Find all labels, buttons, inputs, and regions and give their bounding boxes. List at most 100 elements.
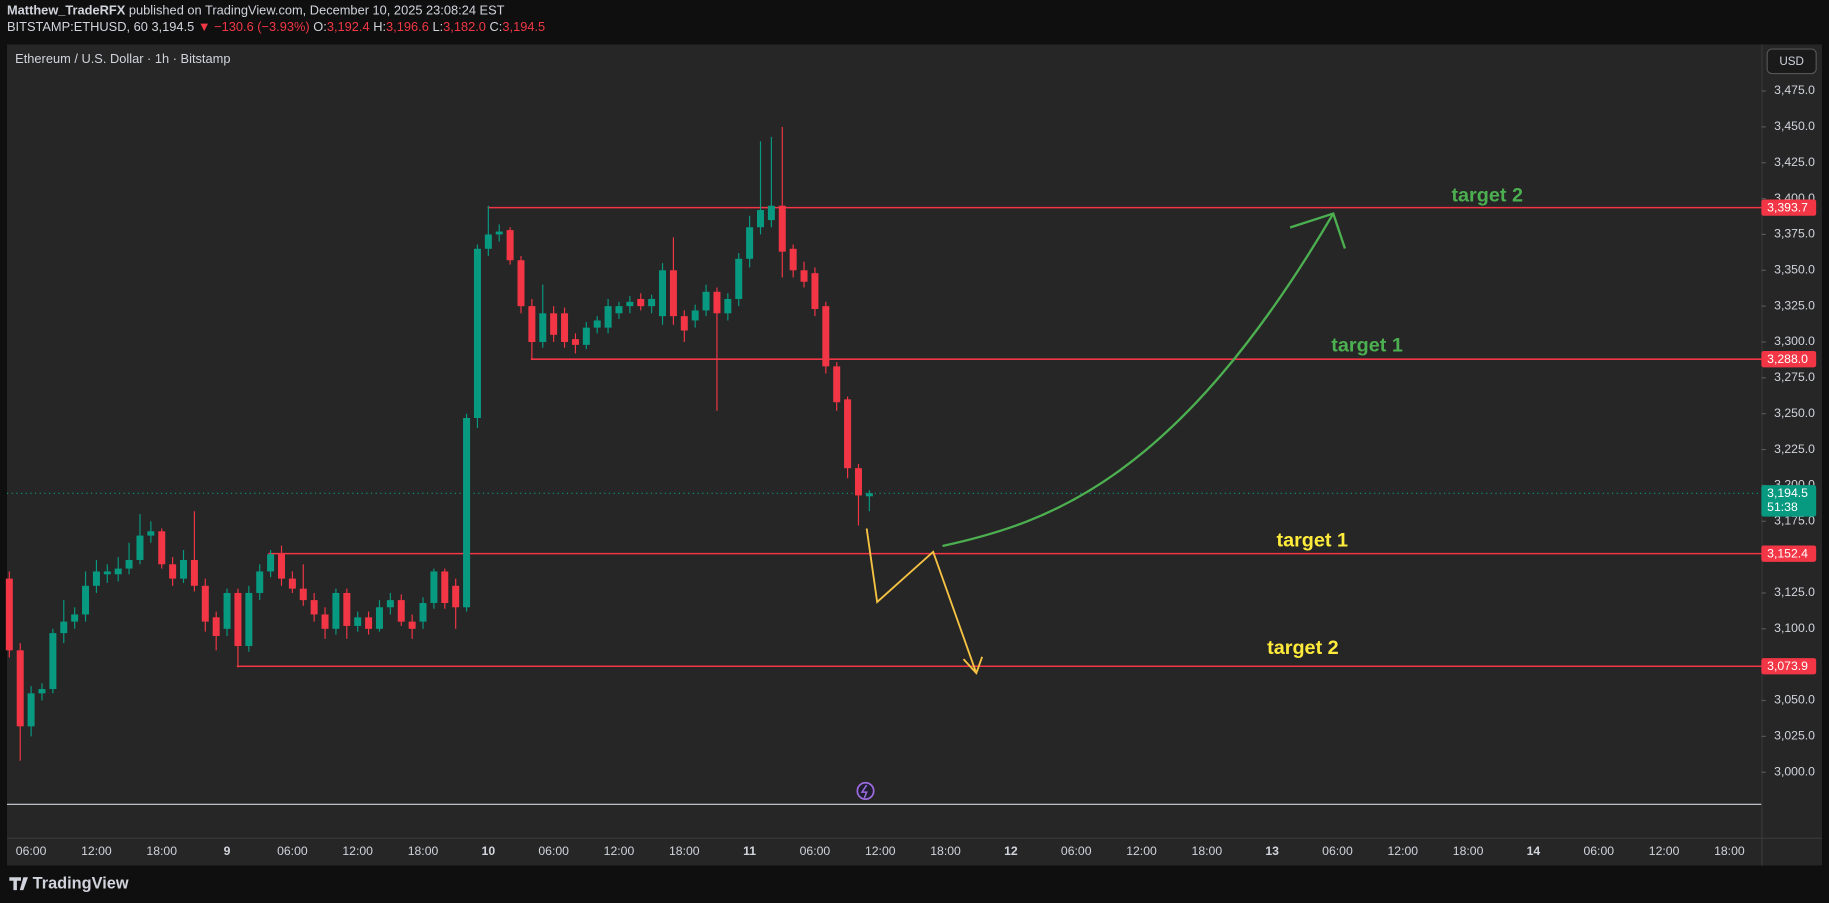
currency-label[interactable]: USD	[1779, 55, 1804, 68]
x-tick-label: 12	[1004, 844, 1018, 858]
candle-body	[375, 607, 383, 629]
events-icon[interactable]	[856, 781, 875, 800]
candle-body	[190, 559, 198, 586]
y-tick-label: 3,025.0	[1774, 729, 1815, 743]
candle-body	[430, 571, 438, 603]
candle-body	[680, 316, 688, 331]
y-tick-label: 3,475.0	[1774, 83, 1815, 97]
y-tick-label: 3,225.0	[1774, 442, 1815, 456]
x-tick-label: 12:00	[865, 844, 896, 858]
candle-body	[735, 258, 743, 299]
currency-button[interactable]	[1766, 48, 1817, 75]
candle-body	[299, 588, 307, 601]
candle-body	[550, 313, 558, 335]
candle-body	[811, 273, 819, 310]
y-tick-label: 3,375.0	[1774, 227, 1815, 241]
x-tick-label: 12:00	[1387, 844, 1418, 858]
candle-body	[767, 205, 775, 221]
candle-body	[539, 313, 547, 342]
level-tag-label: 3,288.0	[1767, 352, 1808, 366]
x-tick-label: 14	[1527, 844, 1541, 858]
x-tick-label: 18:00	[1714, 844, 1745, 858]
footer	[0, 865, 1829, 903]
candle-body	[626, 301, 634, 307]
candle-body	[147, 531, 155, 536]
candle-body	[833, 366, 841, 403]
candle-body	[691, 310, 699, 321]
x-tick-label: 06:00	[1583, 844, 1614, 858]
o-key: O:	[313, 19, 327, 34]
x-tick-label: 12:00	[342, 844, 373, 858]
candle-body	[38, 689, 46, 694]
candle-body	[452, 585, 460, 608]
annotation: target 1	[1331, 335, 1403, 357]
candle-body	[495, 231, 503, 235]
x-tick-label: 10	[482, 844, 496, 858]
x-tick-label: 12:00	[81, 844, 112, 858]
y-tick-label: 3,250.0	[1774, 406, 1815, 420]
candle-body	[604, 306, 612, 328]
candle-body	[593, 320, 601, 328]
candle-body	[310, 600, 318, 615]
candle-body	[180, 559, 188, 579]
pane-bottom	[6, 803, 1762, 838]
candle-body	[397, 600, 405, 622]
candle-body	[746, 227, 754, 259]
candle-body	[60, 621, 68, 634]
candle-body	[582, 327, 590, 345]
candle-body	[648, 298, 656, 307]
candle-body	[561, 313, 569, 342]
candle-body	[571, 339, 579, 345]
candle-body	[234, 592, 242, 647]
candle-body	[789, 248, 797, 271]
y-tick-label: 3,125.0	[1774, 585, 1815, 599]
annotation: target 2	[1267, 637, 1339, 659]
x-tick-label: 9	[224, 844, 231, 858]
candle-body	[854, 468, 862, 496]
annotation: target 2	[1451, 184, 1523, 206]
candle-body	[441, 571, 449, 603]
x-tick-label: 06:00	[277, 844, 308, 858]
candle-body	[822, 306, 830, 367]
y-tick-label: 3,000.0	[1774, 764, 1815, 778]
candle-body	[506, 230, 514, 261]
x-tick-label: 18:00	[669, 844, 700, 858]
green-arrow	[942, 212, 1335, 548]
x-tick-label: 06:00	[1322, 844, 1353, 858]
level-tag-label: 3,073.9	[1767, 659, 1808, 673]
level-tag	[1761, 658, 1817, 675]
candle-body	[158, 531, 166, 565]
y-tick-label: 3,425.0	[1774, 155, 1815, 169]
candle-body	[419, 602, 427, 622]
brand: TradingView	[33, 875, 129, 893]
y-tick-label: 3,050.0	[1774, 693, 1815, 707]
candle-body	[659, 270, 667, 317]
h-key: H:	[373, 19, 386, 34]
plot	[5, 126, 1762, 761]
green-arrowhead	[1289, 212, 1347, 249]
level-tag-label: 3,393.7	[1767, 200, 1808, 214]
candle-body	[223, 592, 231, 629]
x-tick-label: 06:00	[16, 844, 47, 858]
candle-body	[724, 298, 732, 314]
candle-body	[669, 270, 677, 317]
candle-body	[408, 621, 416, 629]
chart-title: Ethereum / U.S. Dollar · 1h · Bitstamp	[15, 51, 230, 66]
x-tick-label: 18:00	[146, 844, 177, 858]
l-key: L:	[432, 19, 443, 34]
candle-body	[365, 617, 373, 629]
candle-body	[277, 554, 285, 579]
last-price-tag	[1761, 485, 1817, 517]
y-tick-label: 3,300.0	[1774, 334, 1815, 348]
level-tag	[1761, 545, 1817, 562]
chart-pane	[6, 44, 1762, 838]
candle-body	[800, 270, 808, 282]
h-value: 3,196.6	[386, 19, 429, 34]
author: Matthew_TradeRFX	[7, 3, 126, 18]
symbol: BITSTAMP:ETHUSD, 60	[7, 19, 148, 34]
c-value: 3,194.5	[502, 19, 545, 34]
x-tick-label: 12:00	[1126, 844, 1157, 858]
y-tick-label: 3,175.0	[1774, 513, 1815, 527]
candle-body	[528, 306, 536, 342]
